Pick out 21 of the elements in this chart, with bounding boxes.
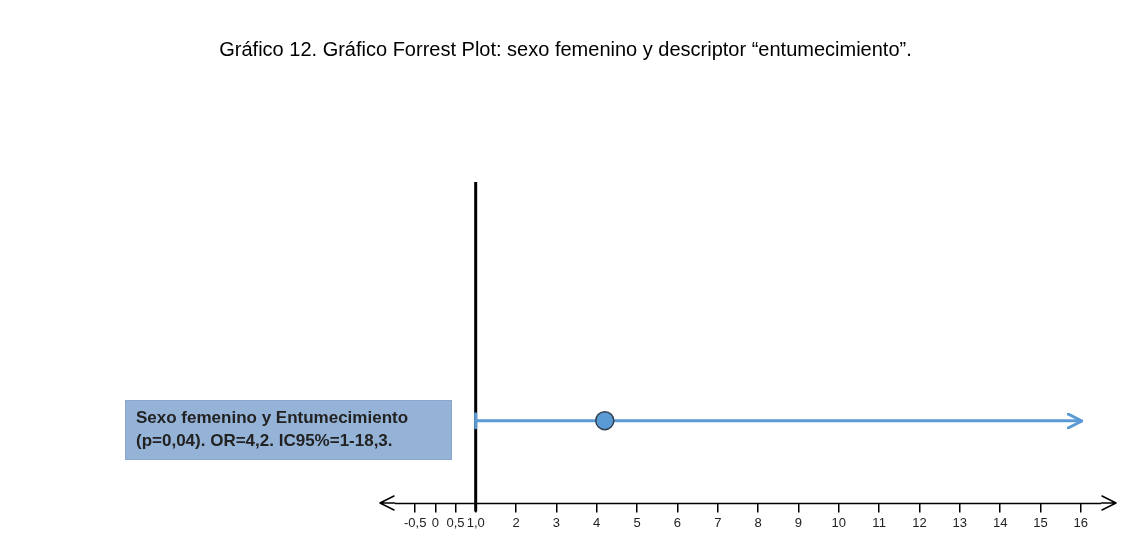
x-tick-label: -0,5 <box>403 514 427 530</box>
x-tick-label: 7 <box>714 514 722 530</box>
x-tick-label: 6 <box>673 514 682 530</box>
x-tick-label: 1,0 <box>466 514 485 530</box>
x-tick-label: 10 <box>831 514 847 530</box>
x-tick-label: 0,5 <box>446 514 465 530</box>
note-box: Sexo femenino y Entumecimiento (p=0,04). OR=4,2. IC95%=1-18,3. <box>125 400 452 460</box>
x-tick-label: 5 <box>633 514 641 530</box>
x-tick-label: 15 <box>1033 514 1048 530</box>
x-tick-label: 0 <box>431 514 439 530</box>
x-tick-label: 12 <box>912 514 927 530</box>
x-tick-label: 16 <box>1073 514 1089 530</box>
chart-title: Gráfico 12. Gráfico Forrest Plot: sexo femenino y descriptor “entumecimiento”. <box>218 38 913 61</box>
x-tick-label: 14 <box>992 514 1008 530</box>
x-tick-label: 3 <box>552 514 560 530</box>
x-tick-label: 11 <box>872 514 886 530</box>
x-tick-label: 9 <box>794 514 803 530</box>
x-tick-label: 13 <box>952 514 968 530</box>
x-tick-label: 2 <box>512 514 520 530</box>
x-tick-label: 8 <box>754 514 762 530</box>
x-tick-label: 4 <box>593 514 601 530</box>
